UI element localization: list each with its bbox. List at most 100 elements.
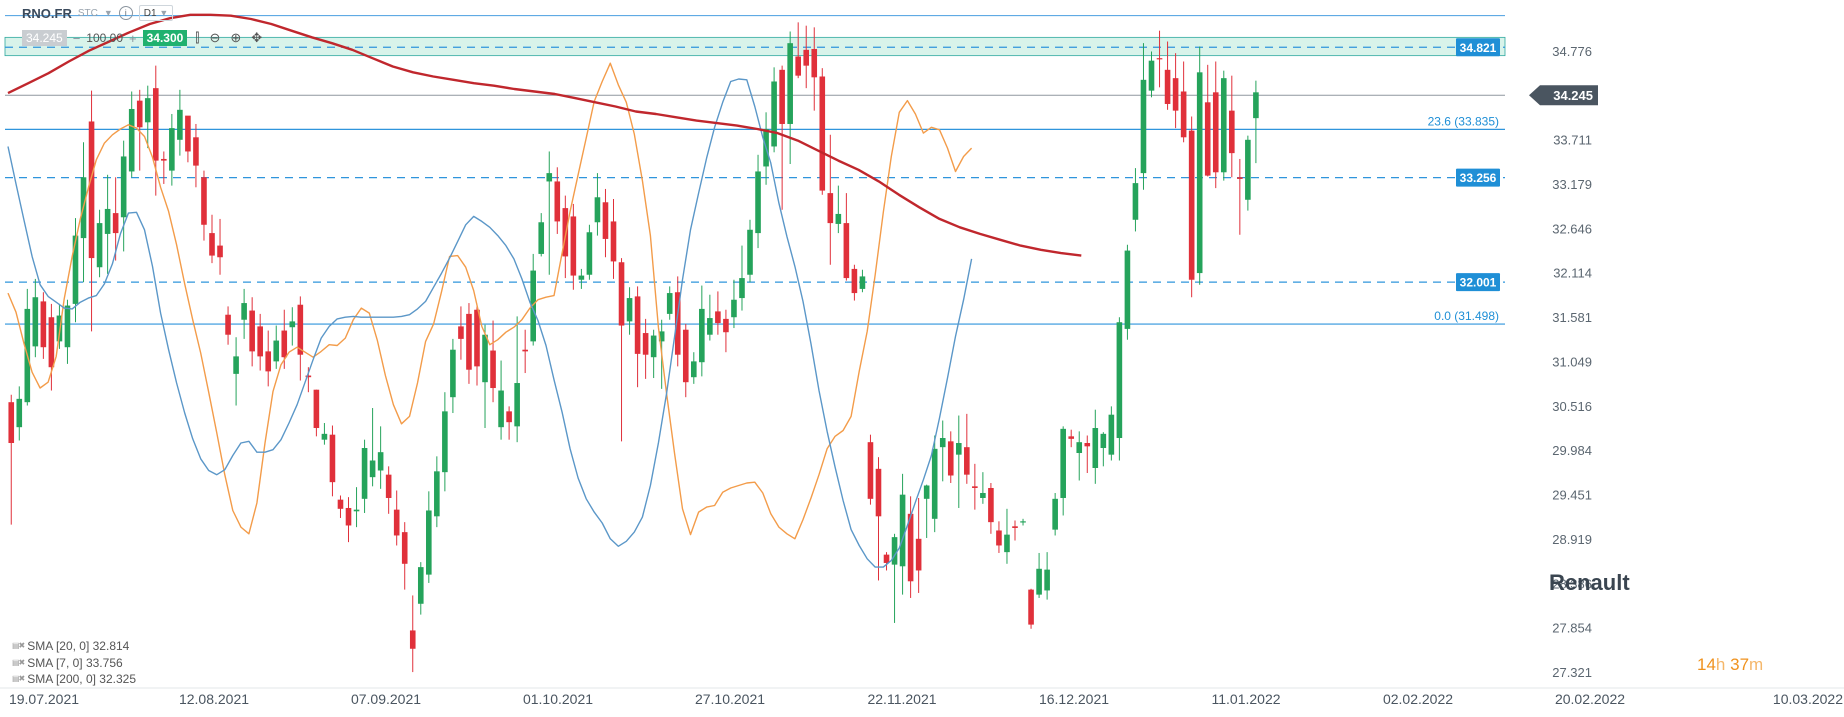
candle-body bbox=[899, 494, 906, 567]
candle-body bbox=[209, 233, 215, 256]
decrease-volume-button[interactable]: − bbox=[72, 30, 81, 46]
legend-sma20[interactable]: ▤✖ SMA [20, 0] 32.814 bbox=[12, 638, 136, 655]
candle-body bbox=[417, 567, 424, 604]
candle-body bbox=[1052, 498, 1058, 530]
buy-button[interactable]: 34.300 bbox=[142, 30, 188, 46]
y-tick-label: 32.646 bbox=[1552, 221, 1592, 236]
trade-panel: 34.245 − 100.00 + 34.300 ⫿ ⊖ ⊕ ✥ bbox=[22, 30, 262, 46]
y-tick-label: 29.451 bbox=[1552, 488, 1592, 503]
candle-body bbox=[217, 245, 223, 258]
symbol-name[interactable]: RNO.FR bbox=[22, 5, 72, 21]
timeframe-select[interactable]: D1 ▼ bbox=[138, 5, 174, 21]
increase-volume-button[interactable]: + bbox=[129, 30, 137, 46]
candle-body bbox=[466, 313, 472, 370]
candle-body bbox=[787, 43, 793, 124]
candle-body bbox=[48, 317, 55, 368]
y-tick-label: 27.854 bbox=[1552, 621, 1592, 636]
x-tick-label: 27.10.2021 bbox=[695, 691, 765, 707]
candle-body bbox=[506, 411, 512, 423]
price-levels: 34.821 23.6 (33.835) 33.256 32.001 0.0 (31.4… bbox=[4, 15, 1506, 325]
candle-body bbox=[88, 121, 95, 259]
candle-body bbox=[185, 115, 191, 152]
chart-tools: ⫿ ⊖ ⊕ ✥ bbox=[195, 30, 262, 46]
volume-input[interactable]: 100.00 bbox=[86, 31, 123, 45]
candle-body bbox=[458, 326, 464, 339]
watermark: Renault bbox=[1549, 570, 1630, 595]
axes: 34.776 33.711 33.179 32.646 32.114 31.581 31.0… bbox=[0, 44, 1844, 707]
candle-body bbox=[779, 69, 785, 124]
timer-m-unit: m bbox=[1749, 655, 1764, 674]
legend-sma200-label: SMA [200, 0] 32.325 bbox=[27, 672, 137, 686]
zoom-out-icon[interactable]: ⊖ bbox=[209, 30, 221, 45]
y-tick-label: 29.984 bbox=[1552, 443, 1592, 458]
x-tick-label: 10.03.2022 bbox=[1773, 691, 1843, 707]
candle-body bbox=[819, 76, 826, 191]
candle-body bbox=[1044, 569, 1050, 591]
sell-button[interactable]: 34.245 bbox=[22, 30, 67, 46]
settings-icon[interactable]: ▤✖ bbox=[12, 674, 25, 683]
candle-body bbox=[409, 630, 416, 649]
candle-body bbox=[1068, 436, 1075, 439]
candle-body bbox=[377, 452, 384, 471]
chevron-down-icon[interactable]: ▼ bbox=[103, 8, 113, 18]
candle-body bbox=[1060, 428, 1066, 498]
sma-line bbox=[7, 62, 973, 540]
candle-body bbox=[273, 340, 280, 362]
candle-body bbox=[723, 318, 729, 333]
candle-body bbox=[851, 268, 858, 294]
candle-body bbox=[490, 350, 496, 389]
candle-body bbox=[1180, 91, 1187, 138]
candle-body bbox=[923, 485, 930, 499]
legend-sma7[interactable]: ▤✖ SMA [7, 0] 33.756 bbox=[12, 655, 136, 672]
candle-body bbox=[988, 487, 994, 523]
candle-body bbox=[1188, 130, 1195, 280]
settings-icon[interactable]: ▤✖ bbox=[12, 657, 25, 667]
timer-minutes: 37 bbox=[1730, 655, 1750, 674]
info-icon[interactable]: i bbox=[118, 6, 133, 20]
candle-body bbox=[361, 448, 368, 499]
candle-body bbox=[674, 292, 681, 355]
candle-body bbox=[875, 468, 882, 517]
zoom-in-icon[interactable]: ⊕ bbox=[230, 30, 242, 45]
move-icon[interactable]: ✥ bbox=[251, 30, 263, 45]
candle-body bbox=[562, 208, 569, 257]
legend-sma7-label: SMA [7, 0] 33.756 bbox=[27, 655, 123, 670]
timeframe-value: D1 bbox=[143, 8, 157, 19]
candle-body bbox=[755, 171, 761, 234]
candle-body bbox=[1108, 414, 1115, 455]
candle-body bbox=[474, 309, 480, 367]
candle-body bbox=[947, 441, 954, 476]
candle-body bbox=[385, 474, 392, 498]
candle-body bbox=[980, 492, 986, 498]
candle-body bbox=[931, 448, 938, 519]
candle-body bbox=[128, 108, 135, 172]
candle-body bbox=[1132, 183, 1139, 220]
candle-body bbox=[1220, 78, 1227, 173]
y-tick-label: 33.711 bbox=[1553, 133, 1592, 148]
candle-body bbox=[843, 223, 850, 279]
level-badge bbox=[1456, 168, 1500, 187]
candle-body bbox=[1116, 322, 1123, 439]
level-badge bbox=[1456, 273, 1500, 292]
candle-timer: 14h 37m bbox=[1697, 655, 1763, 675]
candle-body bbox=[353, 509, 360, 512]
candle-body bbox=[297, 304, 304, 355]
candle-body bbox=[426, 510, 432, 575]
candle-body bbox=[939, 438, 946, 448]
candle-body bbox=[393, 509, 400, 536]
x-tick-label: 16.12.2021 bbox=[1039, 691, 1109, 707]
last-price-tag bbox=[1529, 85, 1598, 106]
candle-body bbox=[257, 326, 263, 357]
candle-body bbox=[1140, 79, 1147, 174]
legend-sma200[interactable]: ▤✖ SMA [200, 0] 32.325 bbox=[12, 671, 136, 688]
candle-body bbox=[570, 216, 577, 276]
candles-type-icon[interactable]: ⫿ bbox=[195, 30, 200, 45]
settings-icon[interactable]: ▤✖ bbox=[12, 641, 25, 650]
candle-body bbox=[642, 333, 649, 355]
candle-body bbox=[32, 297, 39, 347]
y-tick-label: 30.516 bbox=[1552, 399, 1592, 414]
candle-body bbox=[955, 443, 962, 455]
x-tick-label: 20.02.2022 bbox=[1555, 691, 1625, 707]
timer-hours: 14 bbox=[1697, 655, 1716, 674]
